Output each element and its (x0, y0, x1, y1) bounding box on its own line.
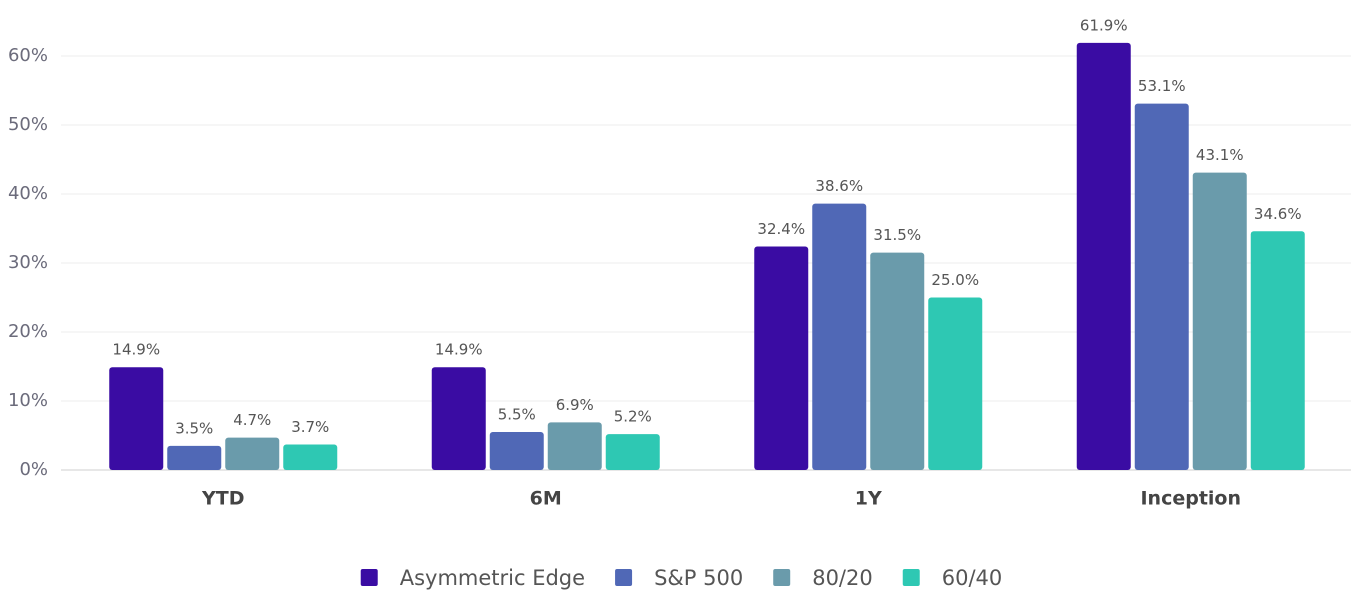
y-tick-label: 60% (8, 45, 48, 66)
bar (1250, 231, 1305, 470)
y-tick-label: 50% (8, 114, 48, 135)
x-tick-label: 1Y (855, 488, 882, 510)
y-tick-label: 0% (19, 459, 48, 480)
bar (225, 437, 280, 470)
bar (605, 434, 660, 470)
value-label: 4.7% (233, 411, 271, 429)
bar (109, 367, 164, 470)
legend-swatch (773, 569, 791, 586)
value-label: 31.5% (873, 226, 921, 244)
bar (870, 252, 925, 470)
value-label: 32.4% (757, 220, 805, 238)
legend-label: S&P 500 (654, 566, 743, 590)
legend-swatch (360, 569, 378, 586)
value-label: 6.9% (556, 396, 594, 414)
bar (928, 297, 983, 470)
value-label: 14.9% (112, 341, 160, 359)
legend-label: 80/20 (812, 566, 873, 590)
bar (547, 422, 602, 470)
legend-label: 60/40 (942, 566, 1003, 590)
value-label: 5.2% (614, 408, 652, 426)
bar (431, 367, 486, 470)
y-tick-label: 10% (8, 390, 48, 411)
bar (489, 432, 544, 470)
x-tick-label: 6M (530, 488, 562, 510)
x-tick-label: Inception (1140, 488, 1241, 510)
bar (1192, 172, 1247, 471)
bar (812, 203, 867, 470)
value-label: 25.0% (931, 271, 979, 289)
value-label: 14.9% (435, 341, 483, 359)
legend-swatch (902, 569, 920, 586)
bar (754, 246, 809, 470)
value-label: 5.5% (498, 406, 536, 424)
value-label: 53.1% (1138, 77, 1186, 95)
bar (1134, 103, 1189, 471)
y-tick-label: 20% (8, 321, 48, 342)
value-label: 43.1% (1196, 146, 1244, 164)
value-label: 38.6% (815, 177, 863, 195)
bar (283, 444, 338, 470)
legend-label: Asymmetric Edge (400, 566, 585, 590)
value-label: 3.5% (175, 419, 213, 437)
bar (167, 445, 222, 470)
y-tick-label: 30% (8, 252, 48, 273)
legend-swatch (615, 569, 633, 586)
value-label: 3.7% (291, 418, 329, 436)
value-label: 34.6% (1254, 205, 1302, 223)
x-tick-label: YTD (201, 488, 245, 510)
bar (1076, 42, 1131, 470)
value-label: 61.9% (1080, 16, 1128, 34)
y-tick-label: 40% (8, 183, 48, 204)
